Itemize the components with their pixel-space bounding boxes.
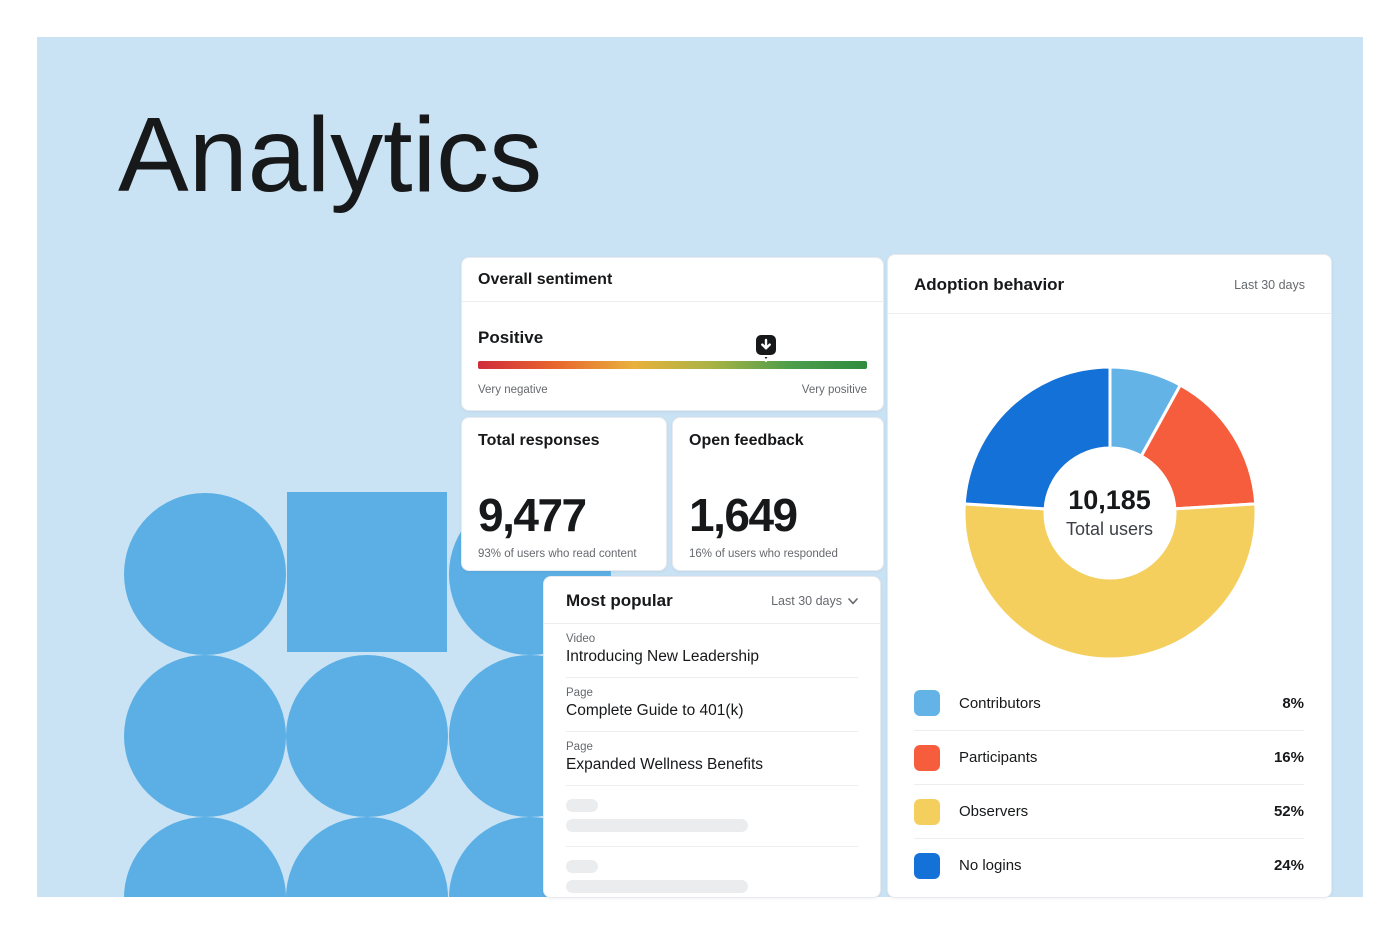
open-feedback-value: 1,649 (689, 489, 798, 541)
sentiment-max-label: Very positive (801, 384, 867, 396)
sentiment-value-label: Positive (478, 328, 544, 347)
open-feedback-title: Open feedback (689, 432, 804, 449)
donut-segment-participants (1139, 383, 1257, 511)
most-popular-card: Most popular Last 30 days Video Introduc… (543, 576, 881, 898)
legend-row-participants: Participants 16% (914, 730, 1304, 784)
page-title: Analytics (118, 96, 543, 214)
legend-value: 16% (1273, 749, 1304, 766)
most-popular-range-dropdown[interactable]: Last 30 days (771, 594, 858, 608)
legend-row-observers: Observers 52% (914, 784, 1304, 838)
total-responses-card: Total responses 9,477 93% of users who r… (461, 417, 667, 571)
legend-value: 8% (1282, 694, 1304, 712)
legend-row-no-logins: No logins 24% (914, 838, 1304, 892)
skeleton-pill (566, 880, 748, 893)
content-title: Complete Guide to 401(k) (566, 702, 744, 719)
legend-value: 24% (1273, 857, 1304, 874)
decor-circle (286, 817, 448, 897)
adoption-behavior-card: Adoption behavior Last 30 days 10,185 To… (887, 254, 1332, 898)
donut-segment-observers (962, 502, 1257, 661)
legend-value: 52% (1273, 803, 1304, 820)
donut-segment-no-logins (962, 365, 1111, 511)
legend-label: Contributors (959, 694, 1041, 712)
total-responses-title: Total responses (478, 432, 600, 449)
loading-skeleton-row (566, 847, 858, 907)
legend-swatch-observers (914, 798, 940, 825)
decor-circle (286, 655, 448, 817)
open-feedback-card: Open feedback 1,649 16% of users who res… (672, 417, 884, 571)
sentiment-gauge (478, 333, 867, 369)
decor-circle (124, 655, 286, 817)
loading-skeleton-row (566, 786, 858, 847)
open-feedback-caption: 16% of users who responded (689, 548, 838, 560)
most-popular-item[interactable]: Page Expanded Wellness Benefits (566, 732, 858, 786)
adoption-legend: Contributors 8% Participants 16% Observe… (914, 676, 1304, 892)
legend-swatch-contributors (914, 690, 940, 716)
content-type-label: Video (566, 633, 596, 645)
most-popular-title: Most popular (566, 591, 673, 610)
content-type-label: Page (566, 741, 593, 753)
most-popular-item[interactable]: Page Complete Guide to 401(k) (566, 678, 858, 732)
legend-swatch-no-logins (914, 852, 940, 879)
total-responses-caption: 93% of users who read content (478, 548, 637, 560)
overall-sentiment-title: Overall sentiment (478, 271, 613, 288)
donut-chart-svg (962, 365, 1257, 661)
decor-circle (124, 493, 286, 655)
content-title: Introducing New Leadership (566, 648, 760, 665)
legend-label: Observers (959, 803, 1029, 820)
adoption-range-label: Last 30 days (1234, 278, 1305, 292)
sentiment-gradient-bar (478, 361, 867, 369)
decor-circle (124, 817, 286, 897)
skeleton-pill (566, 799, 598, 812)
adoption-range-text: Last 30 days (1234, 278, 1305, 292)
skeleton-pill (566, 860, 598, 873)
total-responses-value: 9,477 (478, 489, 587, 541)
sentiment-marker-icon[interactable] (753, 333, 779, 365)
content-type-label: Page (566, 687, 593, 699)
most-popular-item[interactable]: Video Introducing New Leadership (566, 624, 858, 678)
legend-row-contributors: Contributors 8% (914, 676, 1304, 730)
adoption-behavior-title: Adoption behavior (914, 275, 1065, 294)
decor-square (287, 492, 447, 652)
chevron-down-icon (848, 597, 858, 604)
most-popular-range-label: Last 30 days (771, 594, 842, 608)
adoption-donut-chart: 10,185 Total users (960, 363, 1260, 663)
overall-sentiment-card: Overall sentiment Positive Very negative… (461, 257, 884, 411)
overall-sentiment-header: Overall sentiment (462, 258, 883, 302)
legend-label: Participants (959, 749, 1038, 766)
content-title: Expanded Wellness Benefits (566, 756, 764, 773)
legend-swatch-participants (914, 744, 940, 771)
sentiment-min-label: Very negative (478, 384, 548, 396)
legend-label: No logins (959, 857, 1022, 874)
skeleton-pill (566, 819, 748, 832)
